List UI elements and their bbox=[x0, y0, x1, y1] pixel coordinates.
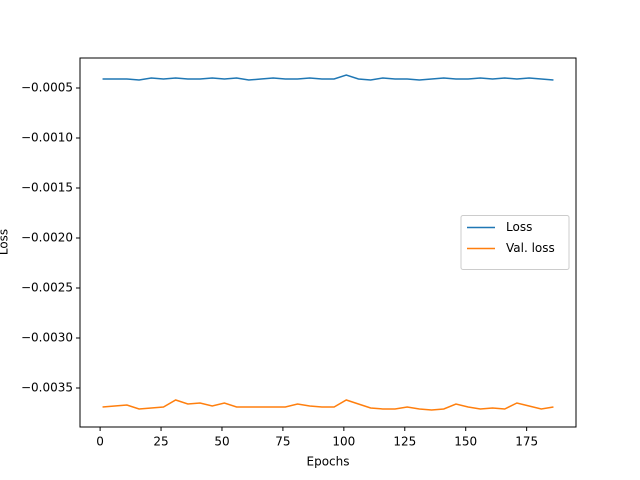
x-tick-label: 125 bbox=[393, 435, 416, 449]
x-axis-label: Epochs bbox=[307, 455, 350, 469]
x-tick-label: 50 bbox=[214, 435, 229, 449]
x-tick-label: 0 bbox=[96, 435, 104, 449]
y-tick-label: −0.0035 bbox=[21, 381, 73, 395]
legend-label: Val. loss bbox=[506, 241, 555, 255]
y-tick-label: −0.0015 bbox=[21, 181, 73, 195]
y-tick-label: −0.0010 bbox=[21, 131, 73, 145]
x-tick-label: 150 bbox=[454, 435, 477, 449]
x-tick-label: 175 bbox=[515, 435, 538, 449]
legend-label: Loss bbox=[506, 220, 532, 234]
series-line bbox=[102, 74, 554, 81]
series-line bbox=[102, 399, 554, 411]
x-tick-label: 25 bbox=[153, 435, 168, 449]
plot-frame bbox=[79, 57, 577, 428]
y-tick-label: −0.0030 bbox=[21, 331, 73, 345]
y-tick-label: −0.0005 bbox=[21, 81, 73, 95]
x-tick-label: 100 bbox=[332, 435, 355, 449]
x-tick-label: 75 bbox=[275, 435, 290, 449]
legend-box bbox=[460, 215, 570, 270]
y-tick-label: −0.0020 bbox=[21, 231, 73, 245]
y-axis-label: Loss bbox=[0, 229, 11, 255]
y-tick-label: −0.0025 bbox=[21, 281, 73, 295]
